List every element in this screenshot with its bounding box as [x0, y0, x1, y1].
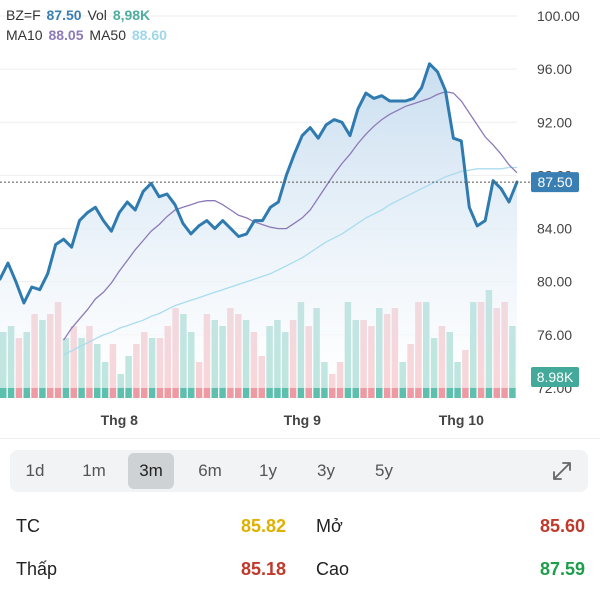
range-3y-button[interactable]: 3y — [317, 461, 335, 480]
current-price-label: 87.50 — [537, 174, 572, 190]
volume-tag: 8.98K — [531, 367, 579, 387]
x-tick-label: Thg 9 — [284, 412, 322, 428]
price-chart[interactable]: 100.0096.0092.0088.0084.0080.0076.0072.0… — [0, 0, 600, 430]
range-selector: 1d 1m 3m 6m 1y 3y 5y — [10, 450, 588, 492]
legend-row-2: MA10 88.05 MA50 88.60 — [6, 27, 169, 44]
range-3m-button[interactable]: 3m — [128, 453, 174, 489]
legend-price: 87.50 — [46, 7, 82, 23]
y-tick-label: 100.00 — [537, 8, 580, 24]
y-tick-label: 96.00 — [537, 61, 572, 77]
volume-label: 8.98K — [537, 369, 574, 385]
x-axis: Thg 8 Thg 9 Thg 10 — [101, 412, 484, 428]
high-value: 87.59 — [539, 559, 585, 579]
range-1m-button[interactable]: 1m — [82, 461, 106, 480]
x-tick-label: Thg 8 — [101, 412, 139, 428]
ma50-line — [63, 166, 517, 356]
current-price-tag: 87.50 — [531, 172, 579, 193]
range-1y-button[interactable]: 1y — [259, 461, 277, 480]
range-5y-button[interactable]: 5y — [375, 461, 393, 480]
open-value: 85.60 — [539, 516, 585, 536]
tc-value: 85.82 — [240, 516, 286, 536]
ma10-line — [63, 91, 518, 341]
expand-icon[interactable] — [550, 459, 574, 483]
x-tick-label: Thg 10 — [439, 412, 484, 428]
legend-ma50-label: MA50 — [89, 27, 126, 43]
y-tick-label: 80.00 — [537, 274, 572, 290]
high-label: Cao — [316, 559, 350, 579]
symbol: BZ=F — [6, 7, 41, 23]
price-area — [0, 63, 517, 389]
y-tick-label: 92.00 — [537, 114, 572, 130]
open-label: Mở — [316, 516, 343, 536]
low-value: 85.18 — [240, 559, 286, 579]
legend-ma10: 88.05 — [48, 27, 84, 43]
range-6m-button[interactable]: 6m — [198, 461, 222, 480]
price-line — [0, 62, 519, 305]
legend-row-1: BZ=F 87.50 Vol 8,98K — [6, 7, 152, 24]
legend-vol-label: Vol — [87, 7, 107, 23]
range-1d-button[interactable]: 1d — [25, 461, 45, 480]
low-label: Thấp — [16, 559, 58, 579]
tc-label: TC — [16, 516, 40, 536]
y-tick-label: 76.00 — [537, 327, 572, 343]
y-tick-label: 84.00 — [537, 221, 572, 237]
legend-vol: 8,98K — [112, 7, 151, 23]
y-axis: 100.0096.0092.0088.0084.0080.0076.0072.0… — [537, 8, 580, 396]
legend-ma10-label: MA10 — [6, 27, 43, 43]
legend-ma50: 88.60 — [131, 27, 167, 43]
divider — [0, 438, 600, 439]
